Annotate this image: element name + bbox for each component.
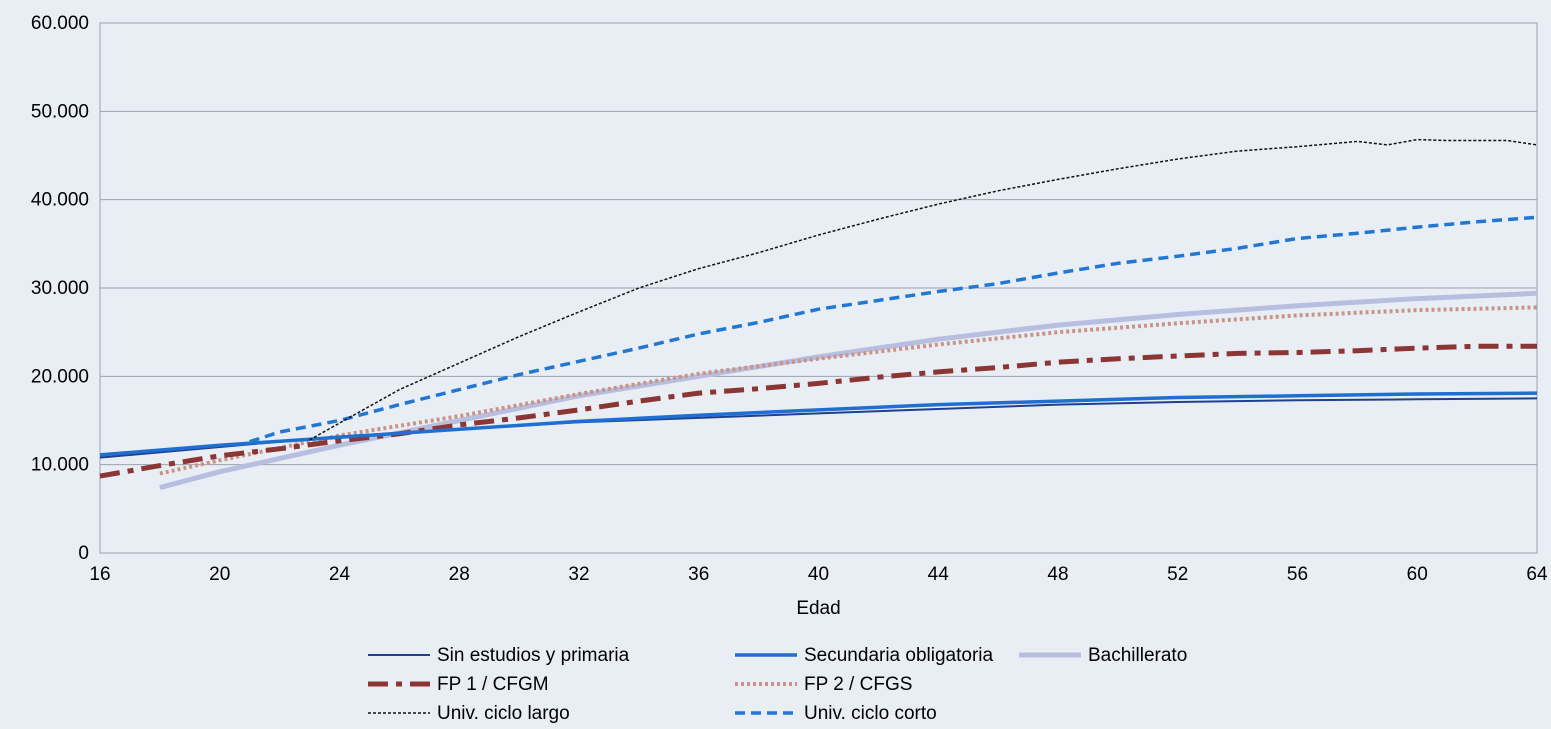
- series-lines: [99, 138, 1538, 491]
- legend-label: Univ. ciclo largo: [437, 703, 570, 724]
- legend-label: Secundaria obligatoria: [804, 645, 994, 666]
- y-axis-ticks: 0 10.000 20.000 30.000 40.000 50.000 60.000: [31, 13, 89, 564]
- y-tick-label: 30.000: [31, 278, 89, 299]
- x-tick-label: 64: [1526, 564, 1548, 585]
- y-tick-label: 40.000: [31, 190, 89, 211]
- legend-label: FP 1 / CFGM: [437, 674, 549, 695]
- x-tick-label: 52: [1167, 564, 1188, 585]
- series-line-1: [99, 391, 1538, 457]
- x-tick-label: 56: [1287, 564, 1308, 585]
- series-line-3: [99, 343, 1537, 479]
- y-tick-label: 0: [78, 543, 89, 564]
- y-tick-label: 60.000: [31, 13, 89, 34]
- x-tick-label: 24: [329, 564, 351, 585]
- x-tick-label: 28: [449, 564, 470, 585]
- x-axis-title: Edad: [796, 598, 840, 619]
- x-axis-ticks: 16 20 24 28 32 36 40 44 48 52 56 60 64: [89, 564, 1548, 585]
- x-tick-label: 32: [568, 564, 589, 585]
- y-tick-label: 10.000: [31, 455, 89, 476]
- x-tick-label: 16: [89, 564, 110, 585]
- legend-label: Univ. ciclo corto: [804, 703, 937, 724]
- x-tick-label: 44: [928, 564, 950, 585]
- x-tick-label: 40: [808, 564, 829, 585]
- legend-label: FP 2 / CFGS: [804, 674, 912, 695]
- legend-label: Sin estudios y primaria: [437, 645, 630, 666]
- x-tick-label: 20: [209, 564, 230, 585]
- x-tick-label: 60: [1407, 564, 1428, 585]
- y-tick-label: 50.000: [31, 101, 89, 122]
- series-line-5: [249, 215, 1538, 444]
- gridlines: [100, 22, 1537, 466]
- x-tick-label: 48: [1047, 564, 1068, 585]
- y-tick-label: 20.000: [31, 366, 89, 387]
- series-line-6: [309, 138, 1538, 441]
- series-line-2: [159, 290, 1538, 491]
- series-line-4: [159, 305, 1538, 476]
- legend: Sin estudios y primaria FP 1 / CFGM Univ. …: [368, 645, 1187, 724]
- x-tick-label: 36: [688, 564, 709, 585]
- legend-label: Bachillerato: [1088, 645, 1187, 666]
